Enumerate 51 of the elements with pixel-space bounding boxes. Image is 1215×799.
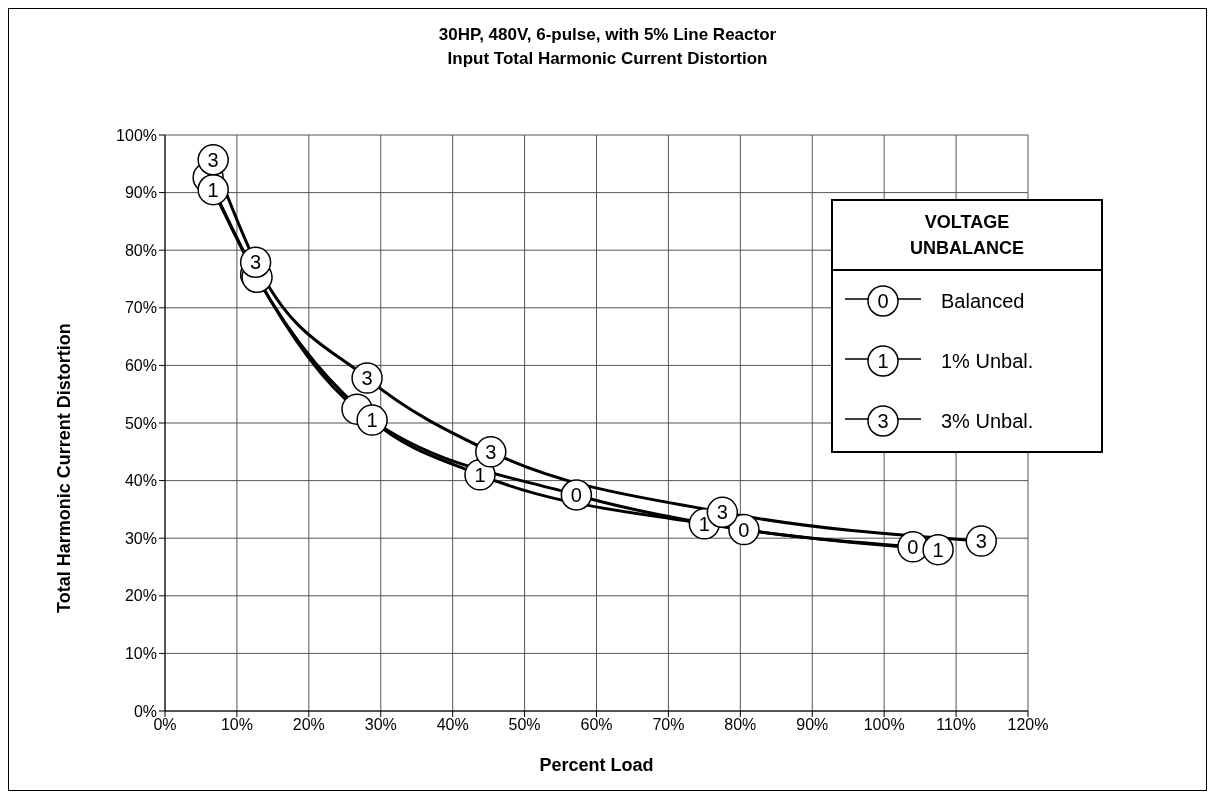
legend-key: 3 [843, 404, 923, 438]
y-tick-label: 30% [124, 529, 157, 547]
y-axis-title: Total Harmonic Current Distortion [54, 323, 75, 613]
annotation: 0 [570, 484, 582, 506]
y-tick-label: 40% [124, 472, 157, 490]
x-tick-label: 30% [364, 716, 397, 734]
annotation: 3 [716, 501, 728, 524]
legend-key: 1 [843, 344, 923, 378]
x-tick-label: 50% [508, 716, 541, 734]
annotation: 1 [207, 178, 219, 201]
annotation: 1 [932, 538, 944, 561]
legend-label: 3% Unbal. [941, 409, 1034, 433]
annotation: 3 [207, 148, 219, 171]
x-tick-label: 0% [153, 716, 177, 734]
x-tick-label: 10% [220, 716, 253, 734]
y-tick-label: 10% [124, 645, 157, 663]
x-tick-label: 70% [652, 716, 685, 734]
legend-key: 0 [843, 284, 923, 318]
annotation: 0 [877, 290, 889, 312]
y-tick-label: 20% [124, 587, 157, 605]
x-tick-label: 90% [796, 716, 829, 734]
legend-label: Balanced [941, 289, 1025, 313]
x-tick-label: 60% [580, 716, 613, 734]
annotation: 1 [474, 463, 486, 486]
x-tick-label: 100% [863, 716, 905, 734]
y-tick-label: 60% [124, 357, 157, 375]
y-tick-label: 70% [124, 299, 157, 317]
annotation: 3 [361, 367, 373, 390]
chart-title: 30HP, 480V, 6-pulse, with 5% Line Reactor [437, 24, 778, 46]
annotation: 1 [698, 512, 710, 535]
annotation: 1 [366, 409, 378, 432]
annotation: 3 [485, 440, 497, 463]
annotation: 3 [250, 251, 262, 274]
x-tick-label: 110% [936, 716, 976, 734]
annotation: 3 [975, 530, 987, 553]
y-tick-label: 90% [124, 184, 157, 202]
annotation: 1 [877, 350, 889, 372]
legend-title: VOLTAGE UNBALANCE [909, 211, 1025, 260]
x-axis-title: Percent Load [539, 755, 654, 775]
x-tick-label: 80% [724, 716, 757, 734]
chart-subtitle: Input Total Harmonic Current Distortion [446, 48, 769, 70]
legend-label: 1% Unbal. [941, 349, 1034, 373]
annotation: 0 [907, 535, 919, 558]
x-tick-label: 20% [292, 716, 325, 734]
annotation: 0 [738, 518, 750, 541]
annotation: 3 [877, 410, 889, 432]
y-tick-label: 80% [124, 241, 157, 259]
x-tick-label: 40% [436, 716, 469, 734]
y-tick-label: 100% [116, 126, 157, 144]
x-tick-label: 120% [1007, 716, 1049, 734]
y-tick-label: 50% [124, 414, 157, 432]
